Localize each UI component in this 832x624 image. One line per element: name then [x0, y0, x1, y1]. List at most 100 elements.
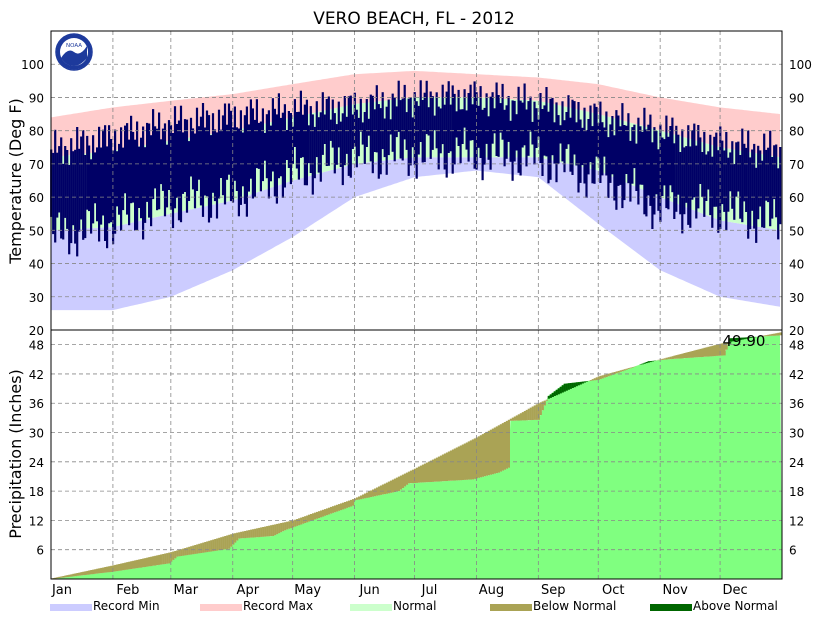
observed-temperature-bar	[230, 111, 232, 201]
observed-temperature-bar	[172, 133, 174, 228]
below-normal-bar	[420, 466, 422, 483]
below-normal-bar	[622, 370, 624, 371]
observed-temperature-bar	[488, 116, 490, 160]
observed-temperature-bar	[402, 99, 404, 161]
below-normal-bar	[440, 456, 442, 482]
below-normal-bar	[242, 531, 244, 538]
temperature-tick-label-right: 30	[789, 291, 804, 305]
below-normal-bar	[686, 353, 688, 359]
below-normal-bar	[146, 558, 148, 567]
below-normal-bar	[458, 447, 460, 481]
observed-temperature-bar	[258, 123, 260, 169]
below-normal-bar	[510, 419, 512, 421]
below-normal-bar	[536, 404, 538, 420]
observed-temperature-bar	[613, 135, 615, 200]
observed-temperature-bar	[162, 129, 164, 191]
observed-temperature-bar	[633, 125, 635, 168]
below-normal-bar	[352, 499, 354, 506]
temperature-tick-label-right: 50	[789, 224, 804, 238]
below-normal-bar	[480, 435, 482, 477]
observed-temperature-bar	[214, 129, 216, 201]
below-normal-bar	[626, 369, 628, 370]
below-normal-bar	[90, 570, 92, 574]
observed-temperature-bar	[200, 117, 202, 206]
temperature-tick-label-right: 40	[789, 258, 804, 272]
below-normal-bar	[474, 438, 476, 479]
precipitation-tick-label-left: 24	[29, 456, 44, 470]
observed-temperature-bar	[70, 138, 72, 243]
below-normal-bar	[514, 417, 516, 421]
observed-temperature-bar	[140, 138, 142, 219]
below-normal-bar	[418, 467, 420, 483]
below-normal-bar	[494, 428, 496, 474]
below-normal-bar	[228, 535, 230, 549]
below-normal-bar	[214, 539, 216, 551]
below-normal-bar	[478, 436, 480, 478]
observed-temperature-bar	[224, 104, 226, 205]
observed-temperature-bar	[669, 126, 671, 185]
observed-temperature-bar	[278, 93, 280, 178]
observed-temperature-bar	[653, 127, 655, 214]
observed-temperature-bar	[607, 137, 609, 198]
below-normal-bar	[298, 518, 300, 525]
below-normal-bar	[272, 525, 274, 536]
observed-temperature-bar	[581, 128, 583, 165]
below-normal-bar	[172, 552, 174, 560]
below-normal-bar	[700, 349, 702, 357]
observed-temperature-bar	[506, 105, 508, 159]
below-normal-bar	[434, 459, 436, 482]
observed-temperature-bar	[611, 116, 613, 174]
below-normal-bar	[102, 568, 104, 573]
observed-temperature-bar	[693, 124, 695, 198]
below-normal-bar	[380, 486, 382, 495]
below-normal-bar	[698, 349, 700, 357]
observed-temperature-bar	[480, 86, 482, 158]
observed-temperature-bar	[522, 103, 524, 148]
above-normal-bar	[558, 388, 560, 394]
observed-temperature-bar	[166, 145, 168, 208]
observed-temperature-bar	[360, 99, 362, 132]
below-normal-bar	[256, 528, 258, 537]
below-normal-bar	[88, 570, 90, 574]
observed-temperature-bar	[98, 127, 100, 242]
below-normal-bar	[226, 535, 228, 549]
observed-temperature-bar	[92, 135, 94, 223]
observed-temperature-bar	[242, 133, 244, 187]
observed-temperature-bar	[635, 144, 637, 191]
observed-temperature-bar	[593, 104, 595, 184]
observed-temperature-bar	[685, 146, 687, 203]
observed-temperature-bar	[410, 98, 412, 166]
below-normal-bar	[160, 554, 162, 564]
below-normal-bar	[462, 445, 464, 481]
below-normal-bar	[80, 572, 82, 575]
observed-temperature-bar	[645, 130, 647, 217]
below-normal-bar	[488, 431, 490, 475]
observed-temperature-bar	[510, 121, 512, 162]
observed-temperature-bar	[64, 146, 66, 218]
below-normal-bar	[56, 577, 58, 578]
observed-temperature-bar	[412, 117, 414, 147]
observed-temperature-bar	[416, 101, 418, 179]
observed-temperature-bar	[238, 129, 240, 217]
below-normal-bar	[702, 348, 704, 357]
observed-temperature-bar	[168, 120, 170, 190]
observed-temperature-bar	[504, 110, 506, 167]
above-normal-bar	[556, 390, 558, 395]
observed-temperature-bar	[631, 127, 633, 184]
observed-temperature-bar	[777, 168, 779, 239]
below-normal-bar	[162, 554, 164, 564]
observed-temperature-bar	[376, 85, 378, 152]
observed-temperature-bar	[352, 115, 354, 150]
observed-temperature-bar	[86, 136, 88, 210]
observed-temperature-bar	[400, 100, 402, 158]
below-normal-bar	[174, 551, 176, 558]
below-normal-bar	[200, 543, 202, 553]
below-normal-bar	[62, 576, 64, 578]
observed-temperature-bar	[124, 126, 126, 194]
legend-item-above-normal: Above Normal	[650, 599, 778, 613]
observed-temperature-bar	[647, 125, 649, 196]
observed-temperature-bar	[274, 109, 276, 197]
observed-temperature-bar	[420, 80, 422, 142]
below-normal-bar	[628, 368, 630, 369]
